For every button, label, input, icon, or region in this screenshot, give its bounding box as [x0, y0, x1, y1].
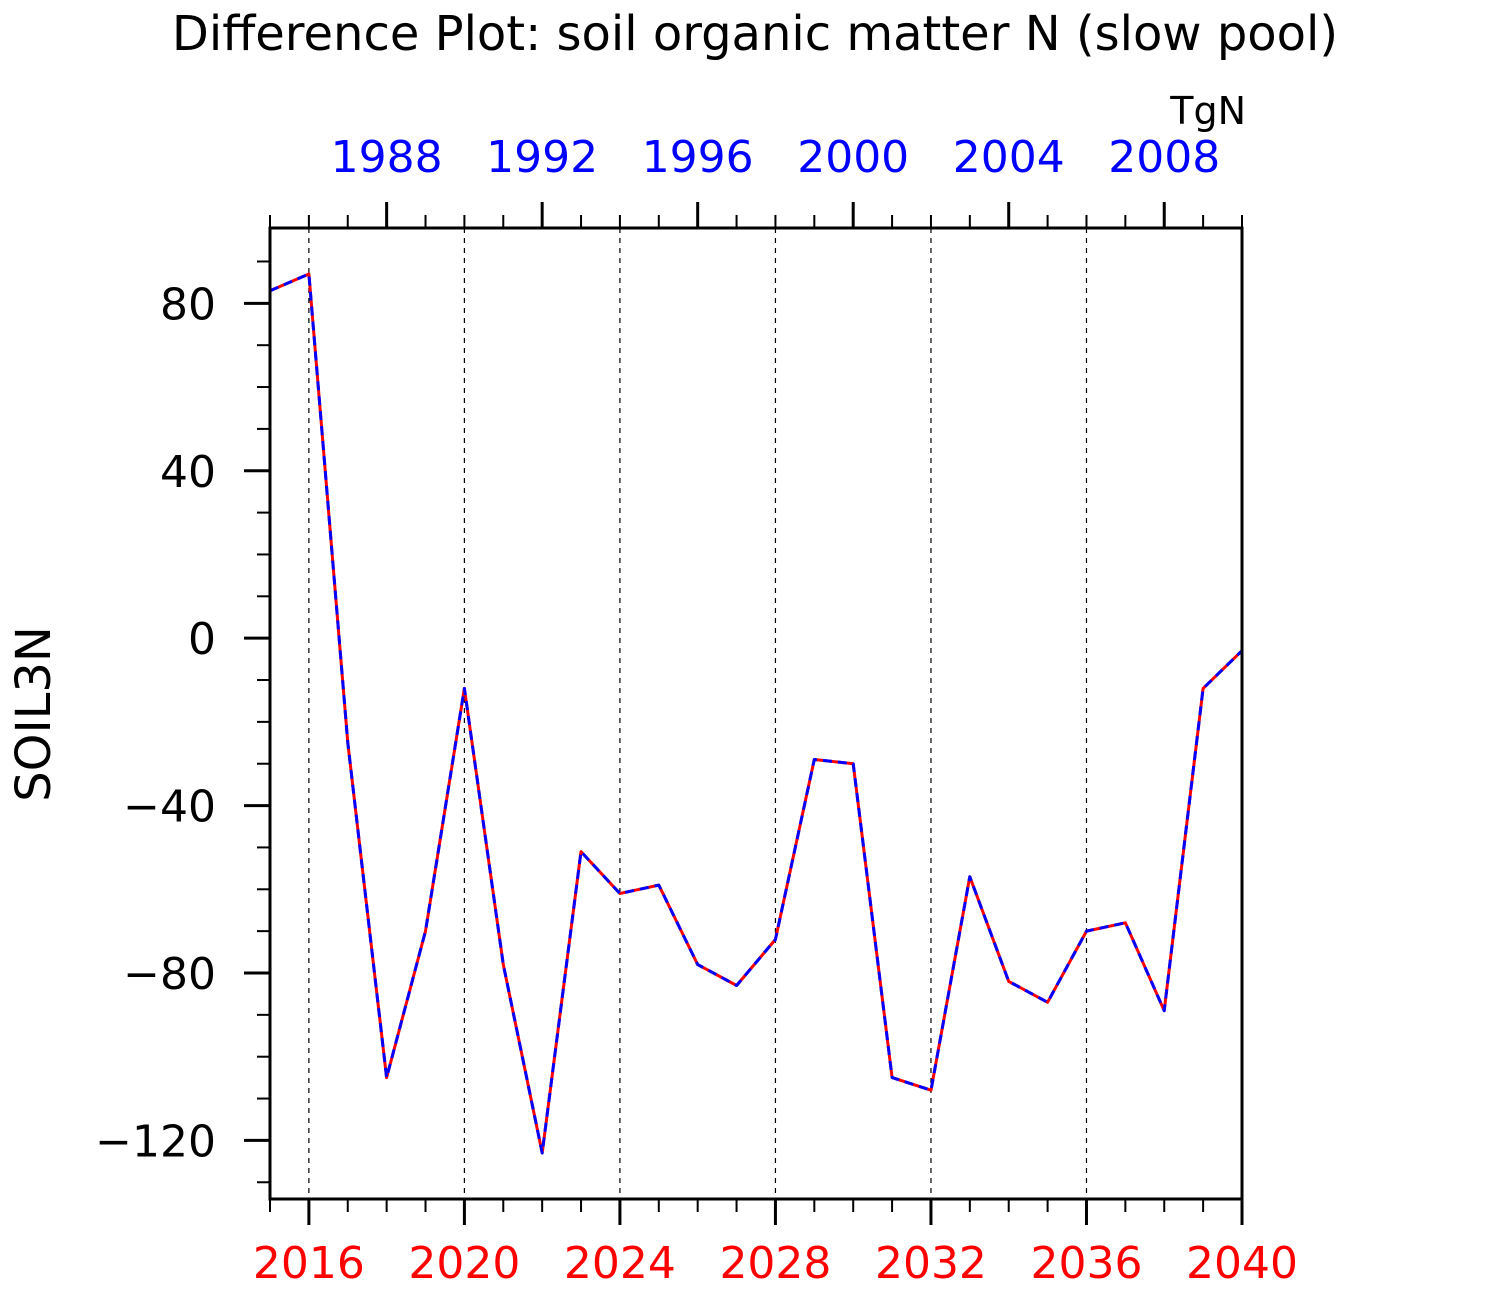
top-tick-label-2008: 2008: [1108, 132, 1220, 183]
top-tick-label-2004: 2004: [953, 132, 1065, 183]
y-tick-label-3: 0: [188, 614, 216, 665]
top-tick-label-1988: 1988: [331, 132, 443, 183]
bottom-tick-label-2024: 2024: [564, 1238, 676, 1289]
y-tick-label-2: −40: [123, 782, 216, 833]
top-tick-label-1996: 1996: [642, 132, 754, 183]
series-layer: [269, 272, 1244, 1155]
y-tick-label-0: −120: [95, 1116, 216, 1167]
chart-title: Difference Plot: soil organic matter N (…: [172, 6, 1338, 62]
top-tick-label-1992: 1992: [486, 132, 598, 183]
vertical-gridlines: [308, 228, 1088, 1199]
series-line-1-solid: [269, 272, 1244, 1155]
bottom-tick-label-2020: 2020: [408, 1238, 520, 1289]
bottom-tick-label-2016: 2016: [253, 1238, 365, 1289]
y-tick-label-5: 80: [160, 279, 216, 330]
bottom-tick-label-2040: 2040: [1186, 1238, 1298, 1289]
y-axis-label: SOIL3N: [6, 626, 62, 802]
bottom-tick-label-2036: 2036: [1030, 1238, 1142, 1289]
plot-frame: [268, 226, 1244, 1201]
bottom-tick-label-2028: 2028: [719, 1238, 831, 1289]
bottom-tick-label-2032: 2032: [875, 1238, 987, 1289]
top-tick-label-2000: 2000: [797, 132, 909, 183]
units-label: TgN: [1169, 89, 1246, 133]
axes: 2016 2020 2024 2028 2032 2036 2040 1988 1992 1996…: [95, 132, 1298, 1289]
y-tick-label-1: −80: [123, 949, 216, 1000]
series-line-2-dashed: [269, 272, 1244, 1155]
y-tick-label-4: 40: [160, 447, 216, 498]
